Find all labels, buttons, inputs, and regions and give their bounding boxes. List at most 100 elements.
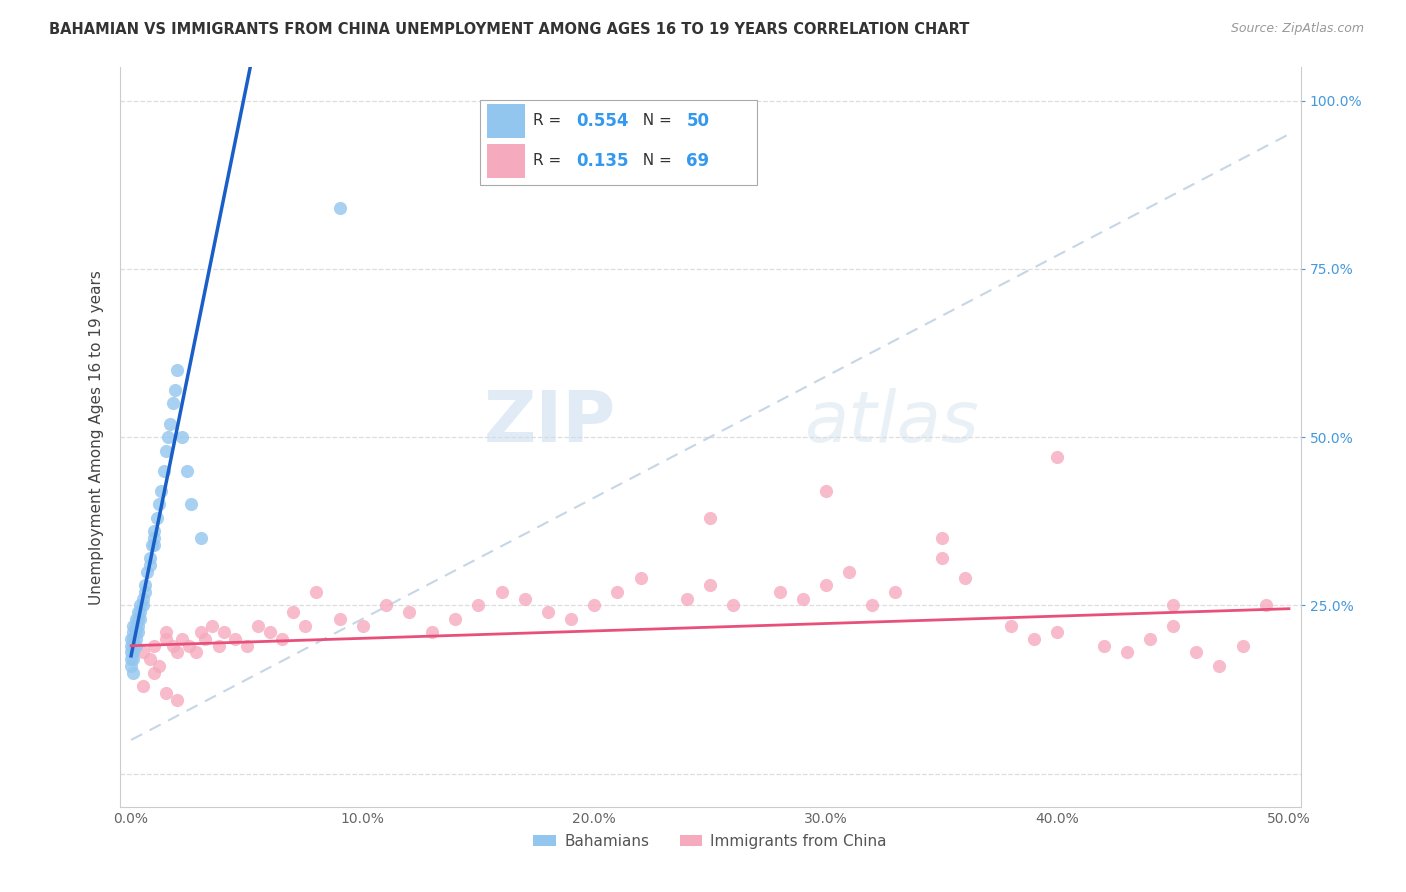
- Point: [931, 531, 953, 545]
- Point: [145, 511, 167, 525]
- Point: [162, 396, 184, 410]
- Point: [134, 578, 156, 592]
- FancyBboxPatch shape: [486, 144, 524, 178]
- Point: [467, 599, 489, 613]
- Point: [155, 443, 177, 458]
- Point: [420, 625, 443, 640]
- Point: [184, 645, 207, 659]
- Y-axis label: Unemployment Among Ages 16 to 19 years: Unemployment Among Ages 16 to 19 years: [89, 269, 104, 605]
- Point: [129, 612, 152, 626]
- Point: [120, 652, 142, 666]
- Text: ZIP: ZIP: [484, 388, 616, 457]
- Point: [170, 632, 193, 646]
- Point: [143, 639, 166, 653]
- Point: [122, 645, 145, 659]
- Point: [120, 639, 142, 653]
- Point: [270, 632, 292, 646]
- Point: [537, 605, 560, 619]
- Point: [328, 201, 350, 215]
- Point: [768, 585, 790, 599]
- Point: [125, 639, 148, 653]
- Point: [630, 571, 652, 585]
- Point: [931, 551, 953, 566]
- Point: [259, 625, 281, 640]
- Point: [328, 612, 350, 626]
- Point: [247, 618, 270, 632]
- Point: [125, 612, 148, 626]
- Point: [131, 645, 153, 659]
- Text: R =: R =: [533, 113, 567, 128]
- Point: [1046, 625, 1069, 640]
- Point: [176, 464, 198, 478]
- Point: [166, 645, 188, 659]
- Point: [120, 659, 142, 673]
- Text: 0.135: 0.135: [576, 152, 628, 169]
- Point: [166, 363, 188, 377]
- Point: [699, 511, 721, 525]
- Point: [398, 605, 420, 619]
- Point: [583, 599, 606, 613]
- Point: [122, 652, 145, 666]
- Point: [212, 625, 235, 640]
- Point: [165, 383, 187, 397]
- Point: [305, 585, 328, 599]
- Point: [122, 632, 145, 646]
- Point: [127, 625, 149, 640]
- Point: [1208, 659, 1230, 673]
- Point: [120, 632, 142, 646]
- Point: [129, 599, 152, 613]
- Point: [699, 578, 721, 592]
- Point: [953, 571, 976, 585]
- Point: [138, 558, 160, 572]
- Point: [148, 659, 170, 673]
- FancyBboxPatch shape: [479, 100, 758, 186]
- Point: [560, 612, 582, 626]
- Point: [122, 618, 145, 632]
- Point: [201, 618, 224, 632]
- Point: [491, 585, 513, 599]
- Point: [838, 565, 860, 579]
- Point: [294, 618, 316, 632]
- Point: [152, 464, 174, 478]
- Point: [131, 599, 153, 613]
- Point: [1232, 639, 1254, 653]
- Point: [125, 618, 148, 632]
- Point: [194, 632, 217, 646]
- Point: [143, 665, 166, 680]
- Point: [170, 430, 193, 444]
- Point: [1092, 639, 1115, 653]
- Point: [208, 639, 231, 653]
- Point: [1046, 450, 1069, 465]
- Point: [122, 639, 145, 653]
- Point: [190, 531, 212, 545]
- Point: [177, 639, 200, 653]
- Point: [190, 625, 212, 640]
- Text: Source: ZipAtlas.com: Source: ZipAtlas.com: [1230, 22, 1364, 36]
- Point: [513, 591, 536, 606]
- Text: 69: 69: [686, 152, 710, 169]
- Point: [444, 612, 467, 626]
- Point: [283, 605, 305, 619]
- Point: [122, 625, 145, 640]
- Point: [1254, 599, 1277, 613]
- Point: [155, 686, 177, 700]
- Point: [884, 585, 907, 599]
- Point: [180, 497, 202, 511]
- Point: [721, 599, 744, 613]
- Point: [860, 599, 883, 613]
- Point: [224, 632, 246, 646]
- Point: [155, 632, 177, 646]
- Point: [352, 618, 374, 632]
- Point: [150, 483, 173, 498]
- Point: [1161, 599, 1184, 613]
- FancyBboxPatch shape: [486, 104, 524, 138]
- Point: [143, 538, 166, 552]
- Point: [166, 692, 188, 706]
- Text: atlas: atlas: [804, 388, 979, 457]
- Point: [1139, 632, 1161, 646]
- Point: [129, 605, 152, 619]
- Point: [131, 591, 153, 606]
- Point: [125, 632, 148, 646]
- Text: R =: R =: [533, 153, 567, 169]
- Point: [155, 625, 177, 640]
